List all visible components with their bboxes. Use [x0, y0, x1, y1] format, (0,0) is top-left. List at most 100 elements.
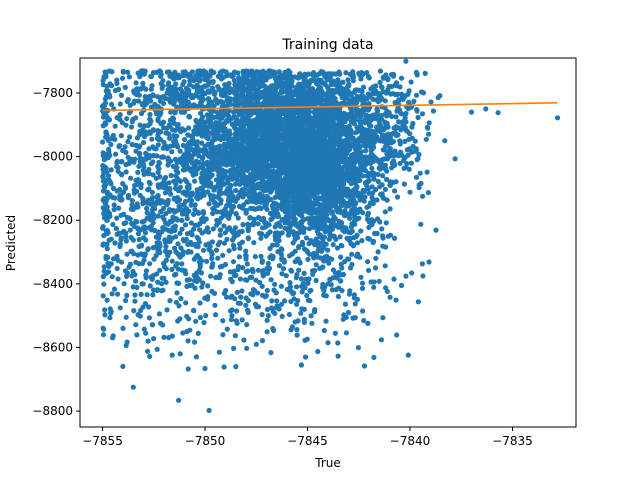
- scatter-point: [191, 149, 198, 155]
- scatter-point: [178, 295, 184, 302]
- scatter-point: [194, 234, 200, 240]
- scatter-point: [313, 152, 319, 158]
- scatter-point: [258, 174, 264, 181]
- scatter-point: [239, 149, 245, 155]
- scatter-point: [147, 283, 153, 289]
- scatter-point: [138, 243, 144, 249]
- scatter-point: [307, 149, 313, 155]
- scatter-point: [100, 225, 106, 231]
- scatter-point: [282, 142, 288, 148]
- scatter-point: [126, 74, 132, 80]
- scatter-point: [117, 101, 123, 107]
- scatter-point: [184, 215, 190, 222]
- scatter-point: [309, 125, 315, 131]
- scatter-point: [354, 240, 361, 246]
- scatter-point: [312, 196, 318, 202]
- scatter-point: [244, 345, 250, 351]
- scatter-point: [197, 220, 203, 227]
- scatter-point: [420, 193, 426, 199]
- scatter-point: [110, 132, 116, 139]
- scatter-point: [109, 291, 115, 297]
- scatter-point: [167, 117, 173, 123]
- scatter-point: [334, 131, 340, 137]
- scatter-point: [186, 166, 192, 172]
- scatter-point: [244, 178, 251, 184]
- scatter-point: [184, 151, 190, 157]
- scatter-point: [199, 133, 205, 139]
- scatter-point: [202, 161, 208, 167]
- scatter-point: [349, 261, 355, 268]
- scatter-point: [348, 240, 354, 247]
- scatter-point: [269, 156, 275, 162]
- scatter-point: [194, 139, 200, 145]
- scatter-point: [111, 202, 117, 208]
- scatter-point: [173, 168, 179, 174]
- scatter-point: [263, 233, 269, 239]
- scatter-point: [415, 114, 421, 121]
- scatter-point: [285, 218, 291, 224]
- scatter-point: [251, 142, 257, 148]
- scatter-point: [273, 141, 279, 147]
- scatter-point: [332, 140, 338, 146]
- scatter-point: [249, 68, 255, 74]
- scatter-point: [300, 186, 306, 192]
- scatter-point: [301, 216, 307, 222]
- scatter-point: [226, 113, 232, 120]
- scatter-point: [250, 205, 256, 211]
- scatter-point: [353, 141, 359, 147]
- scatter-point: [183, 143, 190, 149]
- scatter-point: [424, 169, 430, 175]
- scatter-point: [257, 197, 263, 203]
- scatter-point: [298, 151, 304, 157]
- scatter-point: [170, 163, 176, 169]
- scatter-point: [371, 174, 377, 180]
- scatter-point: [265, 146, 271, 153]
- scatter-point: [288, 193, 294, 199]
- scatter-point: [369, 165, 375, 171]
- scatter-point: [192, 178, 198, 184]
- scatter-point: [295, 143, 301, 149]
- scatter-point: [307, 220, 313, 226]
- scatter-point: [326, 180, 332, 186]
- scatter-point: [238, 128, 244, 135]
- scatter-point: [232, 225, 238, 231]
- scatter-point: [248, 119, 254, 125]
- scatter-point: [154, 346, 160, 352]
- scatter-point: [179, 126, 185, 132]
- scatter-point: [147, 261, 153, 267]
- scatter-point: [217, 264, 223, 270]
- scatter-point: [413, 174, 420, 180]
- scatter-point: [156, 196, 162, 203]
- scatter-point: [346, 168, 352, 175]
- scatter-point: [155, 229, 162, 235]
- scatter-point: [107, 315, 113, 321]
- scatter-point: [191, 211, 197, 217]
- scatter-point: [294, 184, 301, 190]
- scatter-point: [247, 215, 253, 221]
- scatter-point: [145, 187, 151, 193]
- scatter-point: [138, 291, 144, 297]
- scatter-point: [319, 183, 325, 189]
- scatter-point: [217, 191, 223, 197]
- scatter-point: [313, 161, 319, 167]
- scatter-point: [281, 155, 287, 161]
- scatter-point: [347, 202, 353, 208]
- scatter-point: [124, 116, 130, 122]
- scatter-point: [206, 201, 212, 207]
- scatter-point: [164, 307, 170, 313]
- scatter-point: [111, 206, 117, 213]
- scatter-point: [255, 221, 261, 227]
- scatter-point: [352, 221, 358, 227]
- scatter-point: [124, 292, 130, 299]
- scatter-point: [217, 227, 223, 233]
- scatter-point: [317, 232, 323, 238]
- scatter-point: [347, 215, 353, 221]
- scatter-point: [175, 241, 181, 247]
- scatter-point: [179, 217, 185, 223]
- scatter-point: [200, 209, 206, 215]
- scatter-point: [133, 259, 139, 265]
- scatter-point: [217, 154, 223, 160]
- scatter-point: [183, 300, 189, 306]
- scatter-point: [274, 146, 280, 152]
- scatter-point: [167, 298, 173, 304]
